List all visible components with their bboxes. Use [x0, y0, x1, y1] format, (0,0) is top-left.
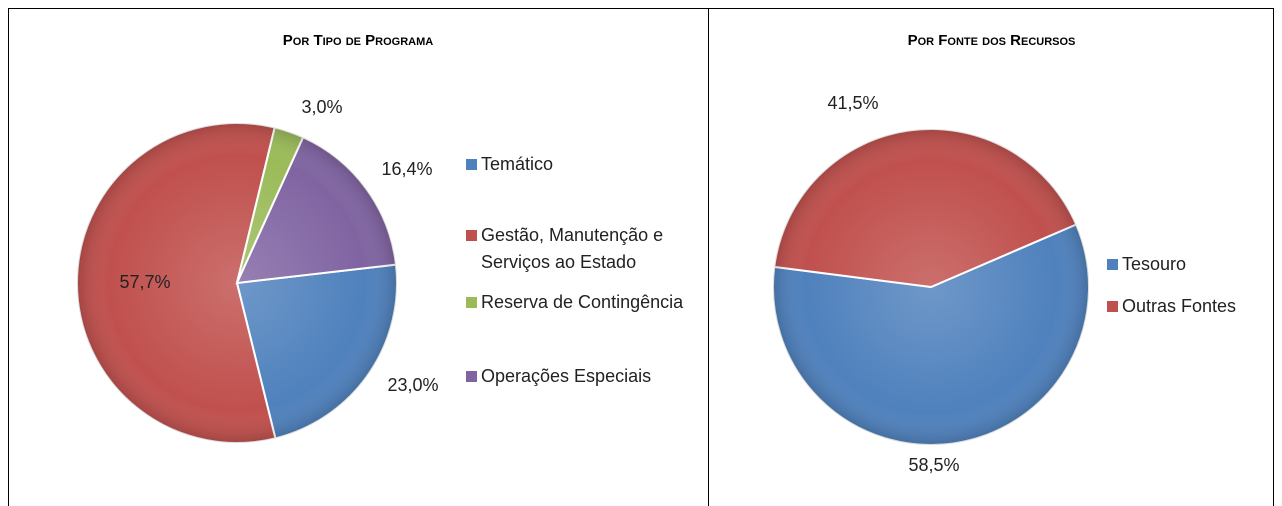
data-label: 16,4% [381, 159, 432, 179]
legend-swatch [466, 230, 477, 241]
data-label: 3,0% [301, 97, 342, 117]
legend-swatch [466, 297, 477, 308]
legend-swatch [466, 159, 477, 170]
legend-label: Gestão, Manutenção e Serviços ao Estado [481, 225, 664, 272]
legend-item: Tesouro [1107, 251, 1282, 278]
legend-swatch [1107, 301, 1118, 312]
legend-swatch [1107, 259, 1118, 270]
frame [8, 8, 1274, 506]
chart-title: Por Fonte dos Recursos [907, 32, 1076, 49]
data-label: 58,5% [908, 455, 959, 475]
legend-label: Reserva de Contingência [481, 292, 684, 312]
legend-item: Temático [466, 151, 701, 178]
legend-label: Operações Especiais [481, 366, 652, 386]
legend-label: Temático [481, 154, 554, 174]
data-label: 57,7% [119, 272, 170, 292]
data-label: 41,5% [827, 93, 878, 113]
data-label: 23,0% [387, 375, 438, 395]
legend-label: Tesouro [1122, 254, 1187, 274]
legend-item: Gestão, Manutenção e Serviços ao Estado [466, 222, 701, 276]
legend-item: Operações Especiais [466, 363, 701, 390]
legend-item: Reserva de Contingência [466, 289, 701, 316]
chart-title: Por Tipo de Programa [282, 32, 434, 49]
divider [708, 8, 709, 506]
legend-label: Outras Fontes [1122, 296, 1237, 316]
legend-swatch [466, 371, 477, 382]
legend-item: Outras Fontes [1107, 293, 1282, 320]
